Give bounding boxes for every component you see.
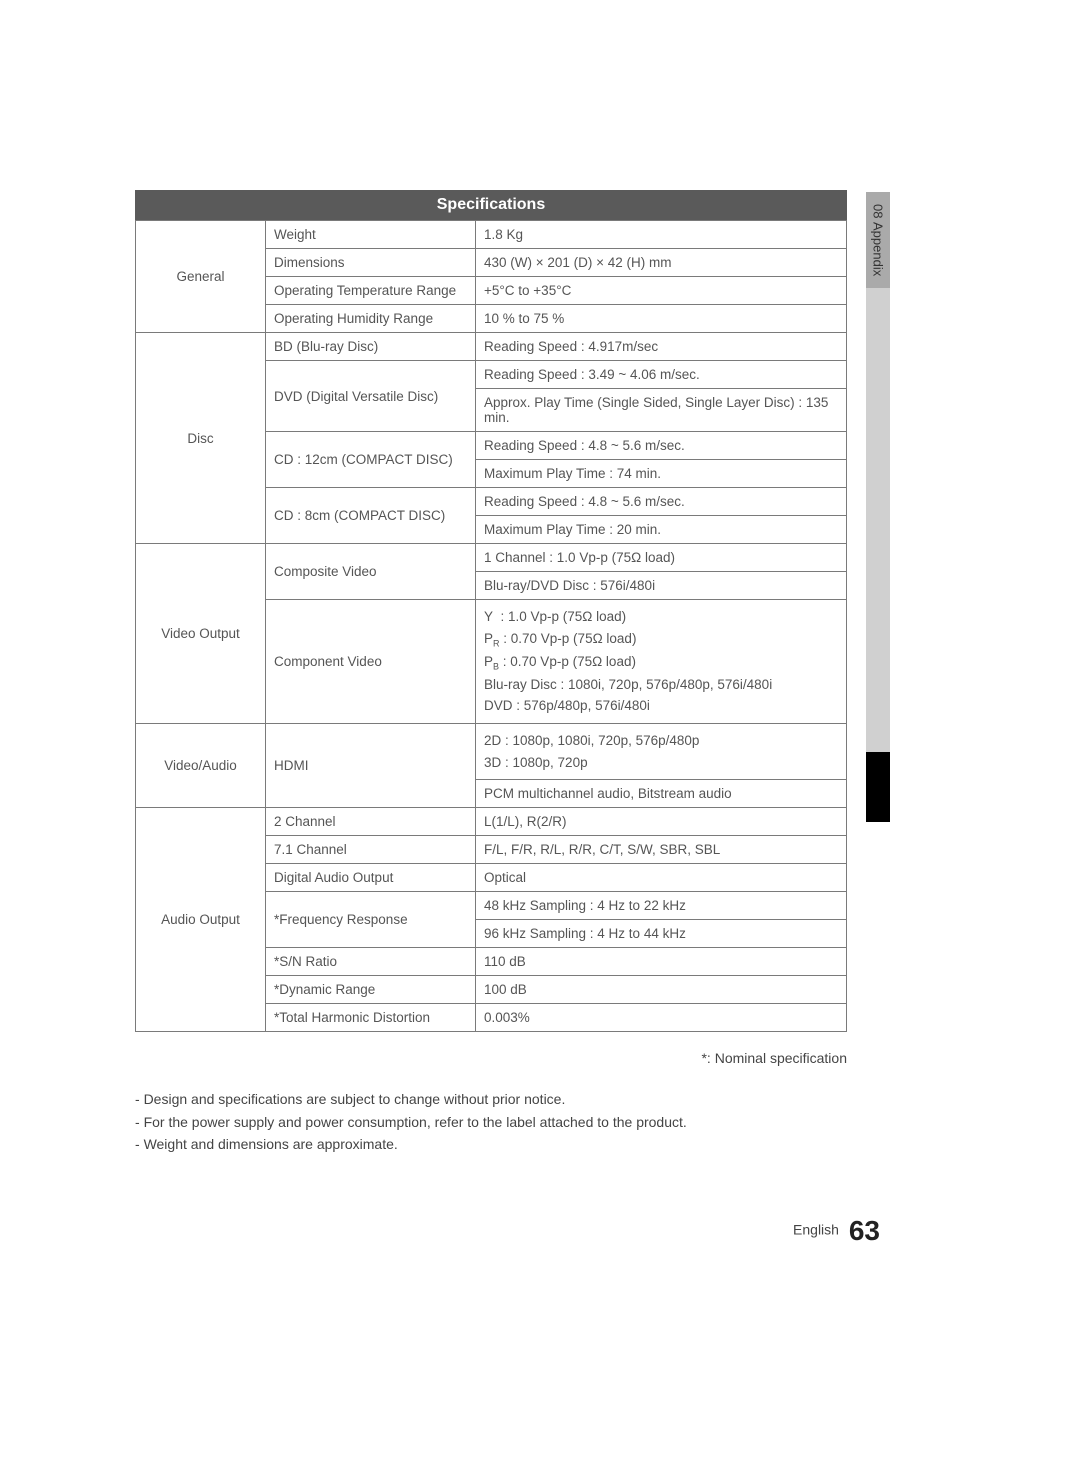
category-cell: Video Output: [136, 544, 266, 724]
chapter-number: 08: [871, 204, 886, 218]
value-cell: 48 kHz Sampling : 4 Hz to 22 kHz: [476, 892, 847, 920]
value-cell: Approx. Play Time (Single Sided, Single …: [476, 389, 847, 432]
sidebar-label: 08 Appendix: [866, 192, 890, 288]
value-cell: Optical: [476, 864, 847, 892]
value-cell: 2D : 1080p, 1080i, 720p, 576p/480p 3D : …: [476, 723, 847, 779]
value-cell: Reading Speed : 4.8 ~ 5.6 m/sec.: [476, 432, 847, 460]
page-content: Specifications General Weight 1.8 Kg Dim…: [135, 190, 847, 1155]
footnote: *: Nominal specification: [135, 1050, 847, 1066]
param-cell: HDMI: [266, 723, 476, 807]
param-cell: 7.1 Channel: [266, 836, 476, 864]
sidebar-tab: 08 Appendix: [866, 192, 890, 752]
value-cell: 0.003%: [476, 1004, 847, 1032]
value-cell: L(1/L), R(2/R): [476, 808, 847, 836]
value-cell: F/L, F/R, R/L, R/R, C/T, S/W, SBR, SBL: [476, 836, 847, 864]
param-cell: *Frequency Response: [266, 892, 476, 948]
value-line: 2D : 1080p, 1080i, 720p, 576p/480p: [484, 733, 699, 748]
param-cell: CD : 8cm (COMPACT DISC): [266, 488, 476, 544]
value-cell: 10 % to 75 %: [476, 305, 847, 333]
param-cell: Composite Video: [266, 544, 476, 600]
footer-language: English: [793, 1222, 839, 1238]
value-cell: PCM multichannel audio, Bitstream audio: [476, 780, 847, 808]
category-cell: Audio Output: [136, 808, 266, 1032]
page-footer: English 63: [793, 1215, 880, 1247]
param-cell: 2 Channel: [266, 808, 476, 836]
value-cell: 110 dB: [476, 948, 847, 976]
param-cell: DVD (Digital Versatile Disc): [266, 361, 476, 432]
category-cell: Video/Audio: [136, 723, 266, 807]
param-cell: *Total Harmonic Distortion: [266, 1004, 476, 1032]
note-item: Design and specifications are subject to…: [135, 1088, 847, 1110]
param-cell: Operating Temperature Range: [266, 277, 476, 305]
param-cell: Component Video: [266, 600, 476, 724]
category-cell: Disc: [136, 333, 266, 544]
value-cell: 1 Channel : 1.0 Vp-p (75Ω load): [476, 544, 847, 572]
value-line: Blu-ray Disc : 1080i, 720p, 576p/480p, 5…: [484, 677, 772, 692]
param-cell: Weight: [266, 221, 476, 249]
value-cell: Maximum Play Time : 20 min.: [476, 516, 847, 544]
value-line: 3D : 1080p, 720p: [484, 755, 588, 770]
value-cell: 100 dB: [476, 976, 847, 1004]
value-cell: Maximum Play Time : 74 min.: [476, 460, 847, 488]
table-row: Video Output Composite Video 1 Channel :…: [136, 544, 847, 572]
specifications-table: General Weight 1.8 Kg Dimensions 430 (W)…: [135, 220, 847, 1032]
param-cell: *Dynamic Range: [266, 976, 476, 1004]
page-number: 63: [849, 1215, 880, 1246]
section-header: Specifications: [135, 190, 847, 220]
param-cell: Dimensions: [266, 249, 476, 277]
table-row: General Weight 1.8 Kg: [136, 221, 847, 249]
category-cell: General: [136, 221, 266, 333]
table-row: Audio Output 2 Channel L(1/L), R(2/R): [136, 808, 847, 836]
value-cell: Reading Speed : 3.49 ~ 4.06 m/sec.: [476, 361, 847, 389]
value-cell: 430 (W) × 201 (D) × 42 (H) mm: [476, 249, 847, 277]
param-cell: *S/N Ratio: [266, 948, 476, 976]
note-item: Weight and dimensions are approximate.: [135, 1133, 847, 1155]
value-line: DVD : 576p/480p, 576i/480i: [484, 698, 650, 713]
value-cell: 96 kHz Sampling : 4 Hz to 44 kHz: [476, 920, 847, 948]
chapter-title: Appendix: [871, 222, 886, 276]
table-row: Video/Audio HDMI 2D : 1080p, 1080i, 720p…: [136, 723, 847, 779]
table-row: Disc BD (Blu-ray Disc) Reading Speed : 4…: [136, 333, 847, 361]
param-cell: CD : 12cm (COMPACT DISC): [266, 432, 476, 488]
param-cell: Digital Audio Output: [266, 864, 476, 892]
sidebar-marker: [866, 752, 890, 822]
value-cell: +5°C to +35°C: [476, 277, 847, 305]
value-cell: Reading Speed : 4.917m/sec: [476, 333, 847, 361]
value-cell: Y : 1.0 Vp-p (75Ω load) PR : 0.70 Vp-p (…: [476, 600, 847, 724]
note-item: For the power supply and power consumpti…: [135, 1111, 847, 1133]
value-cell: Reading Speed : 4.8 ~ 5.6 m/sec.: [476, 488, 847, 516]
notes-list: Design and specifications are subject to…: [135, 1088, 847, 1155]
value-cell: Blu-ray/DVD Disc : 576i/480i: [476, 572, 847, 600]
param-cell: Operating Humidity Range: [266, 305, 476, 333]
param-cell: BD (Blu-ray Disc): [266, 333, 476, 361]
value-cell: 1.8 Kg: [476, 221, 847, 249]
